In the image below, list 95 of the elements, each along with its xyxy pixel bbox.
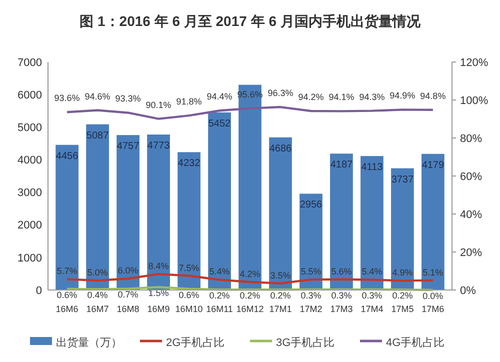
chart-title: 图 1：2016 年 6 月至 2017 年 6 月国内手机出货量情况 — [80, 13, 422, 29]
data-label: 94.3% — [359, 92, 385, 102]
y-tick-label: 6000 — [18, 89, 42, 102]
data-label: 0.2% — [270, 290, 291, 301]
data-label: 4757 — [116, 141, 140, 152]
y2-tick-label: 120% — [460, 56, 488, 69]
x-tick-label: 17M1 — [269, 304, 292, 314]
data-label: 5.7% — [56, 266, 78, 276]
y-tick-label: 7000 — [18, 56, 42, 69]
data-label: 0.7% — [118, 290, 138, 300]
x-tick-label: 17M4 — [360, 304, 384, 314]
y2-tick-label: 20% — [460, 246, 482, 259]
y-tick-label: 0 — [36, 284, 42, 297]
data-label: 0.4% — [87, 290, 108, 300]
x-tick-label: 17M5 — [391, 304, 414, 314]
bar — [422, 154, 444, 290]
data-label: 94.1% — [328, 92, 354, 102]
y-tick-label: 2000 — [18, 220, 42, 232]
data-label: 90.1% — [146, 100, 172, 110]
data-label: 7.5% — [178, 262, 200, 273]
data-label: 5.5% — [300, 266, 322, 277]
data-label: 5087 — [86, 130, 110, 142]
data-label: 0.2% — [392, 290, 413, 301]
y2-tick-label: 0% — [460, 284, 476, 297]
data-label: 94.9% — [390, 90, 416, 101]
x-tick-label: 16M8 — [116, 304, 140, 314]
legend-label: 3G手机占比 — [276, 336, 335, 349]
bar — [330, 154, 353, 290]
data-label: 96.3% — [268, 88, 294, 98]
y2-tick-label: 40% — [460, 208, 482, 221]
y2-tick-label: 80% — [460, 132, 482, 145]
y-tick-label: 1000 — [18, 252, 42, 264]
x-tick-label: 16M12 — [236, 304, 264, 314]
data-label: 4232 — [178, 158, 201, 170]
bar — [116, 135, 140, 290]
data-label: 4187 — [330, 160, 354, 171]
data-label: 4773 — [147, 140, 170, 152]
data-label: 91.8% — [176, 96, 202, 107]
data-label: 0.6% — [178, 290, 200, 300]
bar — [300, 194, 322, 290]
data-label: 94.2% — [298, 92, 324, 102]
data-label: 5.6% — [331, 266, 352, 276]
x-tick-label: 17M3 — [330, 304, 353, 314]
data-label: 0.0% — [422, 291, 444, 301]
data-label: 5.4% — [209, 266, 230, 277]
legend-label: 4G手机占比 — [386, 336, 445, 349]
bar — [360, 156, 384, 290]
data-label: 8.4% — [148, 261, 169, 272]
bar — [391, 168, 414, 290]
data-label: 4179 — [422, 160, 445, 171]
x-tick-label: 16M6 — [56, 304, 78, 314]
data-label: 94.6% — [84, 91, 110, 102]
data-label: 4113 — [361, 162, 384, 174]
data-label: 0.2% — [240, 290, 260, 301]
data-label: 0.3% — [300, 290, 322, 300]
y-tick-label: 4000 — [18, 154, 42, 167]
bar — [178, 152, 200, 290]
y2-tick-label: 60% — [460, 170, 482, 183]
data-label: 0.2% — [209, 290, 230, 301]
data-label: 4686 — [269, 143, 292, 154]
x-tick-label: 16M9 — [147, 304, 170, 314]
bar — [269, 137, 292, 290]
data-label: 0.3% — [362, 290, 382, 300]
data-label: 5452 — [208, 118, 232, 130]
data-label: 4.9% — [392, 268, 413, 278]
x-tick-label: 16M11 — [206, 304, 233, 314]
data-label: 2956 — [300, 200, 323, 211]
data-label: 94.4% — [206, 92, 232, 102]
bar — [208, 112, 231, 290]
data-label: 4456 — [56, 150, 79, 162]
x-tick-label: 17M2 — [300, 304, 322, 314]
bar — [56, 144, 78, 290]
bar — [238, 84, 262, 290]
data-label: 94.8% — [420, 90, 446, 101]
x-tick-label: 16M10 — [175, 304, 203, 314]
y2-tick-label: 100% — [460, 94, 488, 107]
data-label: 4.2% — [240, 269, 260, 280]
data-label: 3737 — [391, 174, 414, 186]
bar — [147, 134, 170, 290]
x-tick-label: 17M6 — [422, 304, 444, 314]
bar — [86, 124, 109, 290]
data-label: 3.5% — [270, 270, 291, 280]
data-label: 5.1% — [422, 267, 444, 278]
data-label: 0.6% — [56, 290, 78, 300]
data-label: 0.3% — [331, 290, 352, 300]
legend-label: 2G手机占比 — [166, 336, 225, 349]
data-label: 6.0% — [118, 266, 138, 276]
legend-label: 出货量（万） — [56, 336, 122, 349]
data-label: 5.4% — [362, 266, 382, 277]
y-tick-label: 5000 — [18, 122, 42, 134]
data-label: 93.6% — [54, 93, 80, 104]
data-label: 5.0% — [87, 268, 108, 278]
y-tick-label: 3000 — [18, 187, 42, 200]
data-label: 93.3% — [115, 94, 141, 104]
x-tick-label: 16M7 — [86, 304, 109, 314]
